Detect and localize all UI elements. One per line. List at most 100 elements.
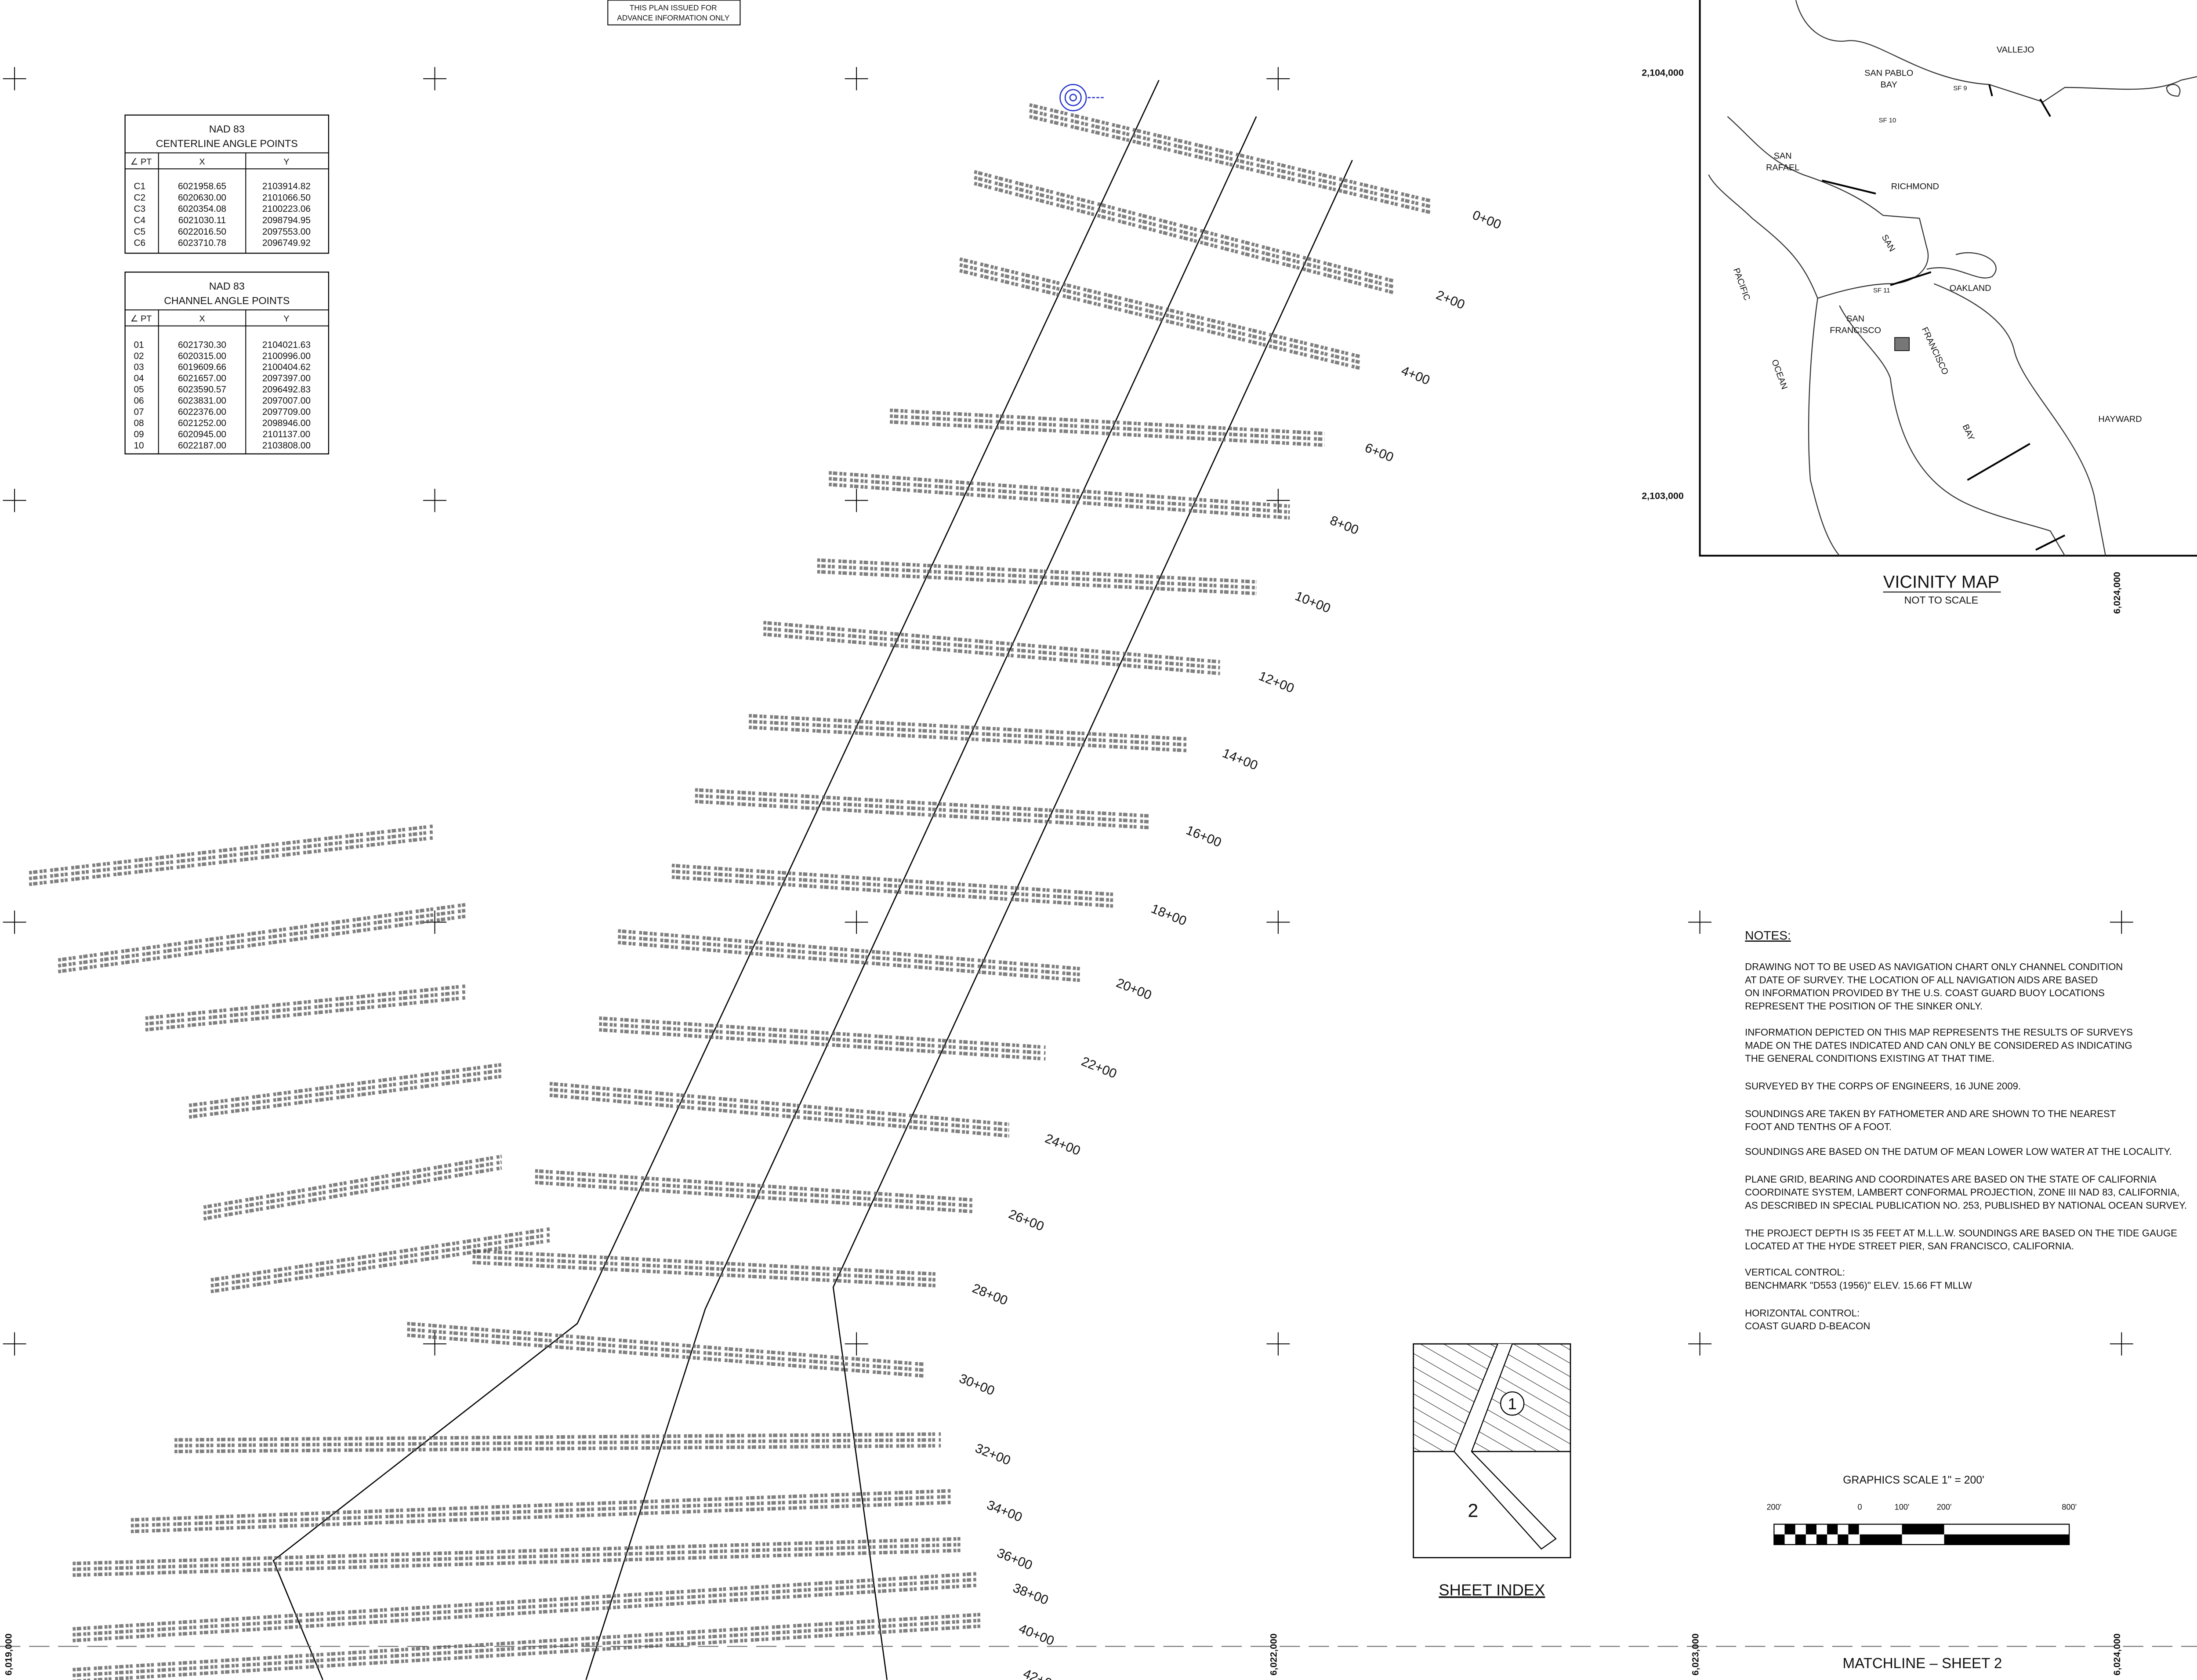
table-cell: C2 [134, 192, 145, 203]
sounding-row [131, 1495, 951, 1528]
table-cell: 02 [134, 351, 144, 361]
scale-cell [1848, 1524, 1859, 1535]
table-cell: 6022187.00 [178, 441, 226, 451]
grid-cross [3, 67, 26, 91]
table-title: CHANNEL ANGLE POINTS [164, 295, 290, 306]
sounding-row [131, 1489, 951, 1522]
scale-cell [1838, 1534, 1849, 1545]
table-cell: 6020630.00 [178, 192, 226, 203]
sounding-row [695, 794, 1150, 824]
note-line: AT DATE OF SURVEY. THE LOCATION OF ALL N… [1745, 974, 2098, 985]
sounding-row [73, 1572, 978, 1631]
grid-coordinate: 6,024,000 [2112, 572, 2122, 614]
sounding-row [472, 1249, 938, 1276]
sounding-row [58, 909, 466, 968]
sounding-row [29, 836, 434, 886]
table-cell: 2097007.00 [262, 396, 311, 406]
sheet-index-frame [1413, 1343, 1571, 1558]
notice-box [607, 0, 741, 25]
scale-cell [1860, 1534, 1902, 1545]
sheet-index-title: SHEET INDEX [1439, 1581, 1545, 1599]
note-line: MADE ON THE DATES INDICATED AND CAN ONLY… [1745, 1040, 2132, 1051]
grid-cross [845, 489, 868, 512]
grid-cross [3, 1332, 26, 1356]
sounding-row [1029, 103, 1432, 203]
sounding-row [1029, 109, 1432, 209]
sounding-row [535, 1169, 973, 1202]
sounding-row [974, 170, 1394, 283]
table-cell: 2097553.00 [262, 227, 311, 237]
sounding-row [29, 830, 434, 881]
map-label: RICHMOND [1891, 182, 1939, 192]
sounding-row [763, 620, 1220, 664]
table-cell: 2098794.95 [262, 215, 311, 225]
sounding-row [145, 990, 466, 1026]
sounding-row [749, 719, 1187, 747]
table-cell: 04 [134, 374, 144, 384]
sheet-number: 1 [1508, 1395, 1517, 1413]
table-cell: 2098946.00 [262, 418, 311, 428]
grid-coordinate: 2,104,000 [1642, 67, 1684, 78]
sounding-row [189, 1069, 502, 1113]
sounding-row [472, 1255, 938, 1282]
sounding-row [174, 1432, 941, 1442]
note-line: HORIZONTAL CONTROL: [1745, 1307, 1860, 1318]
sounding-row [829, 471, 1290, 508]
grid-cross [845, 1332, 868, 1356]
scale-cell [1805, 1524, 1816, 1535]
note-line: FOOT AND TENTHS OF A FOOT. [1745, 1121, 1892, 1132]
grid-coordinate: 6,024,000 [2112, 1633, 2122, 1676]
sounding-row [1029, 115, 1432, 214]
sounding-row [535, 1180, 973, 1213]
table-cell: 6020315.00 [178, 351, 226, 361]
note-line: SOUNDINGS ARE TAKEN BY FATHOMETER AND AR… [1745, 1108, 2116, 1119]
table-datum: NAD 83 [209, 280, 245, 292]
table-title: CENTERLINE ANGLE POINTS [156, 138, 298, 149]
table-datum: NAD 83 [209, 123, 245, 135]
grid-cross [3, 489, 26, 512]
scale-tick-label: 100' [1895, 1502, 1910, 1511]
note-line: SOUNDINGS ARE BASED ON THE DATUM OF MEAN… [1745, 1146, 2172, 1157]
table-cell: 07 [134, 407, 144, 417]
sounding-row [174, 1444, 941, 1454]
table-cell: 2096749.92 [262, 238, 311, 248]
scale-cell [1816, 1534, 1827, 1545]
scale-tick-label: 0 [1858, 1502, 1862, 1511]
sounding-row [549, 1088, 1010, 1132]
map-label: SF 9 [1953, 85, 1967, 92]
grid-cross [1688, 911, 1712, 934]
map-label: SAN [1846, 314, 1864, 324]
sounding-row [189, 1074, 502, 1119]
note-line: AS DESCRIBED IN SPECIAL PUBLICATION NO. … [1745, 1200, 2187, 1211]
map-label: RAFAEL [1766, 163, 1799, 173]
grid-cross [423, 489, 446, 512]
grid-cross [1266, 1332, 1290, 1356]
note-line: ON INFORMATION PROVIDED BY THE U.S. COAS… [1745, 987, 2105, 998]
vicinity-title: VICINITY MAP [1883, 572, 1999, 591]
beacon-symbol [1059, 83, 1106, 112]
note-line: REPRESENT THE POSITION OF THE SINKER ONL… [1745, 1001, 1983, 1012]
sounding-row [535, 1175, 973, 1208]
table-cell: 6021958.65 [178, 181, 226, 192]
notes-heading: NOTES: [1745, 929, 1791, 942]
sheet-channel [1453, 1343, 1557, 1550]
grid-cross [845, 67, 868, 91]
note-line: SURVEYED BY THE CORPS OF ENGINEERS, 16 J… [1745, 1081, 2021, 1092]
sounding-row [974, 181, 1394, 294]
sounding-row [58, 914, 466, 973]
sounding-row [599, 1016, 1046, 1049]
table-cell: C1 [134, 181, 145, 192]
table-cell: 6022376.00 [178, 407, 226, 417]
table-cell: 2100404.62 [262, 362, 311, 372]
scale-cell [1784, 1524, 1795, 1535]
table-cell: 2101137.00 [263, 429, 311, 439]
map-label: SAN PABLO [1864, 68, 1913, 78]
table-cell: 6023710.78 [178, 238, 226, 248]
table-cell: 08 [134, 418, 144, 428]
sounding-row [29, 824, 434, 874]
table-cell: 2096492.83 [262, 385, 311, 395]
sounding-row [817, 558, 1257, 584]
sounding-row [749, 726, 1187, 752]
map-label: FRANCISCO [1830, 326, 1881, 335]
